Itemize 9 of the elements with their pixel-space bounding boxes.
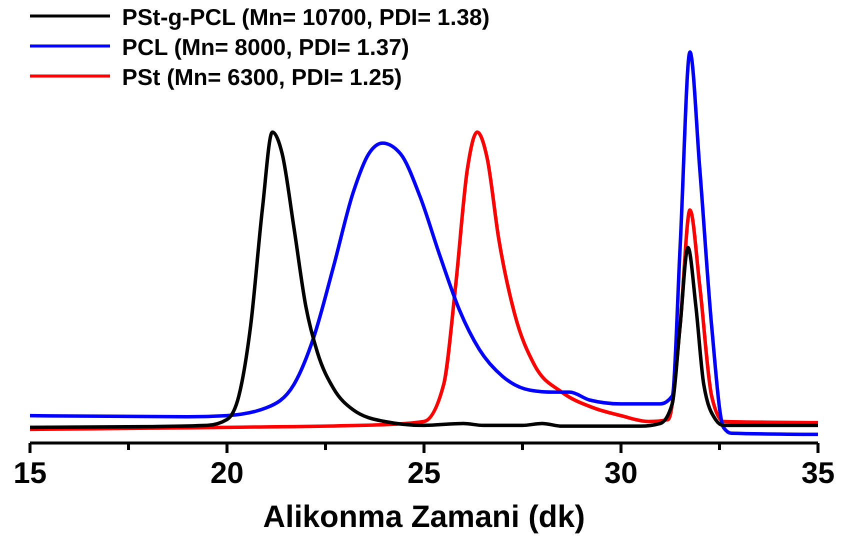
legend-label: PSt (Mn= 6300, PDI= 1.25) [122,64,402,90]
x-tick-label: 30 [604,457,638,490]
x-axis-title: Alikonma Zamani (dk) [262,499,586,534]
legend-label: PSt-g-PCL (Mn= 10700, PDI= 1.38) [122,4,490,30]
x-tick-label: 35 [801,457,835,490]
x-tick-label: 20 [210,457,244,490]
legend-label: PCL (Mn= 8000, PDI= 1.37) [122,34,410,60]
x-tick-label: 25 [407,457,441,490]
x-tick-label: 15 [13,457,47,490]
